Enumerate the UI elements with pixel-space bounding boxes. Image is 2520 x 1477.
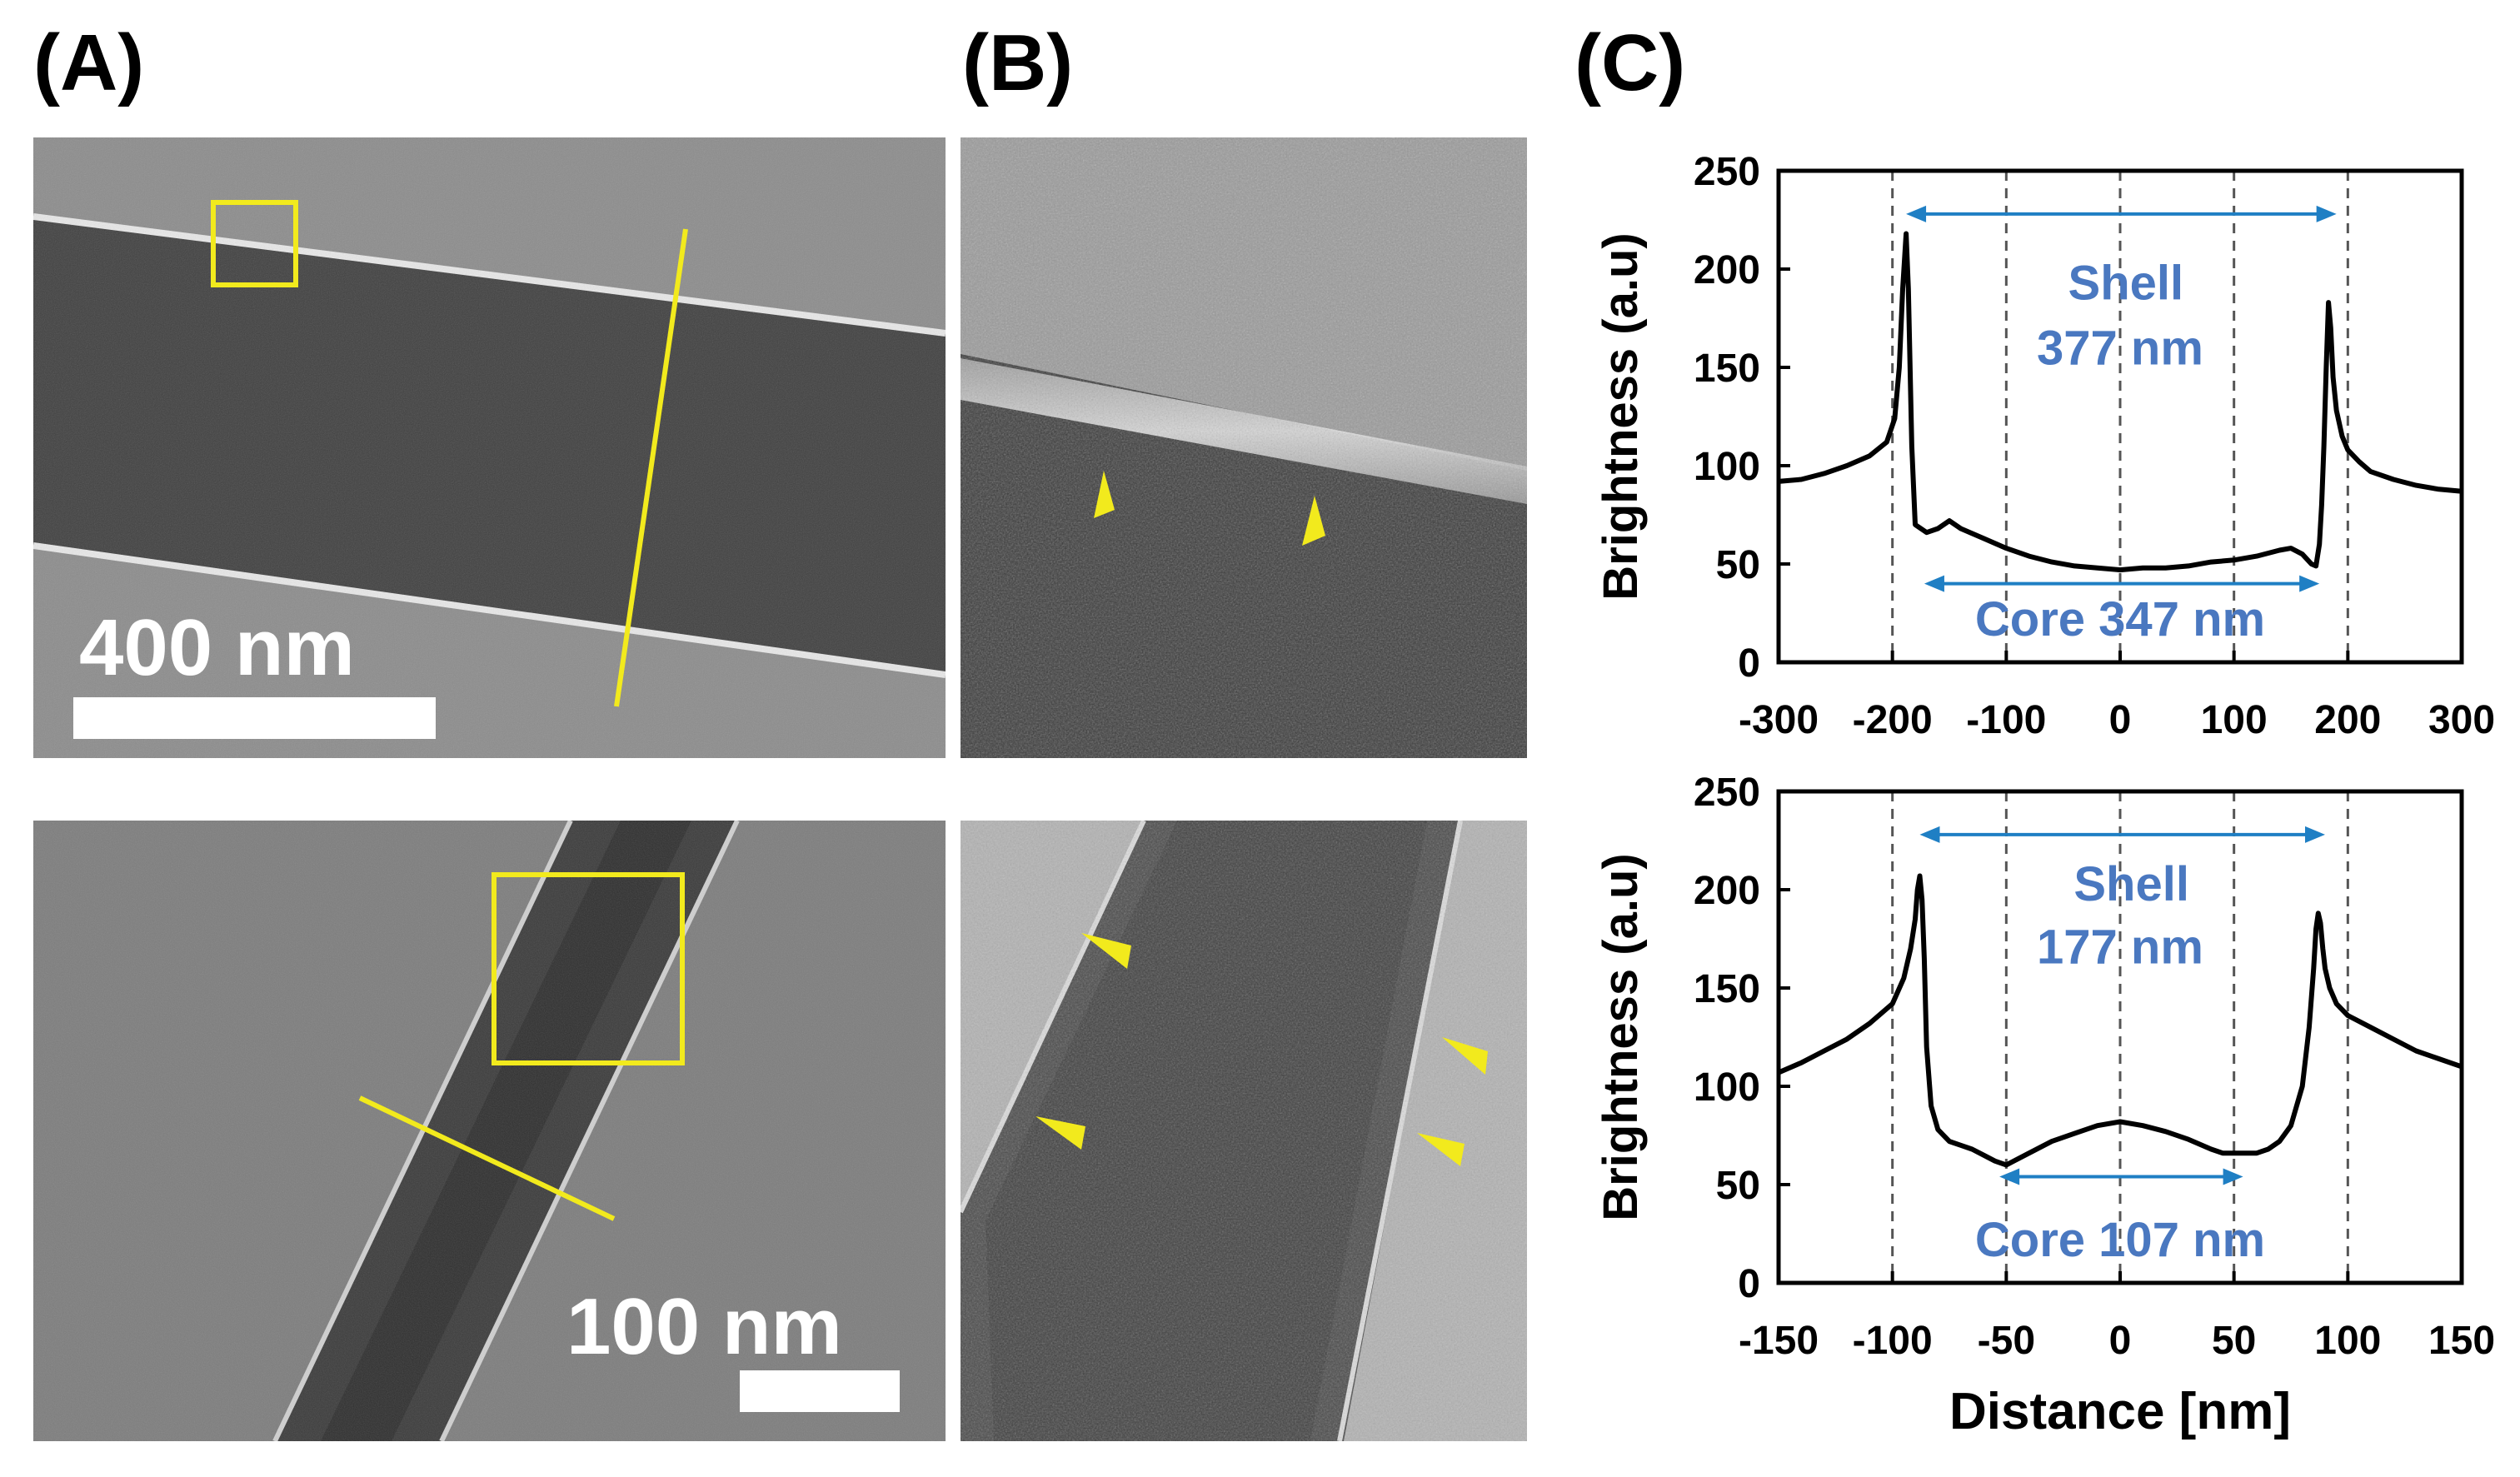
y-tick-label: 0 — [1738, 641, 1760, 686]
brightness-profile-bottom: 0 50 100 150 200 250 -150 -100 -50 0 50 100 150 Brigh… — [1594, 771, 2495, 1440]
y-tick-label: 150 — [1694, 967, 1760, 1011]
scale-bar-label: 400 nm — [79, 603, 355, 692]
arrowhead — [1924, 575, 1944, 592]
panel-label-c: (C) — [1574, 18, 1686, 107]
y-axis-label: Brightness (a.u) — [1594, 232, 1648, 601]
scale-bar — [740, 1370, 900, 1412]
roi-box — [492, 872, 685, 1065]
arrowhead — [2305, 826, 2325, 843]
x-tick-label: -100 — [1853, 1319, 1933, 1363]
x-tick-label: 50 — [2212, 1319, 2256, 1363]
x-tick-label: -200 — [1853, 698, 1933, 742]
tem-image-a-bottom: 100 nm — [33, 821, 946, 1441]
tem-zoom-b-top — [961, 137, 1527, 758]
x-tick-label: -300 — [1739, 698, 1819, 742]
x-tick-label: 150 — [2428, 1319, 2495, 1363]
brightness-series-line — [1778, 231, 2463, 573]
annotation-label: 377 nm — [2037, 321, 2203, 375]
brightness-series-line — [1777, 873, 2463, 1168]
annotation-label: Core 347 nm — [1975, 592, 2265, 646]
y-tick-label: 250 — [1694, 771, 1760, 815]
arrowhead — [2299, 575, 2320, 592]
arrowhead-marker — [1442, 1037, 1488, 1075]
x-tick-label: 200 — [2314, 698, 2381, 742]
tem-zoom-b-bottom — [961, 821, 1527, 1441]
x-tick-label: 100 — [2201, 698, 2268, 742]
arrowhead — [1906, 205, 1927, 222]
x-tick-label: -100 — [1966, 698, 2046, 742]
x-tick-label: 300 — [2428, 698, 2495, 742]
arrowhead-marker — [1302, 496, 1325, 546]
arrowhead-marker — [1094, 471, 1115, 518]
y-tick-label: 100 — [1694, 445, 1760, 489]
scale-bar-label: 100 nm — [566, 1282, 842, 1371]
y-tick-label: 50 — [1716, 1164, 1760, 1208]
x-tick-label: 0 — [2109, 1319, 2132, 1363]
tem-image-a-top: 400 nm — [33, 137, 946, 758]
arrowhead — [1919, 826, 1940, 843]
y-tick-label: 150 — [1694, 347, 1760, 391]
arrowhead-marker — [1035, 1116, 1085, 1150]
annotation-label: Shell — [2073, 857, 2189, 911]
x-axis-label: Distance [nm] — [1949, 1383, 2291, 1440]
x-tick-label: -150 — [1739, 1319, 1819, 1363]
y-tick-label: 0 — [1738, 1262, 1760, 1306]
panel-label-a: (A) — [33, 18, 145, 107]
arrowhead-marker — [1081, 933, 1131, 969]
scale-bar — [73, 697, 436, 739]
x-tick-label: 0 — [2109, 698, 2132, 742]
arrowhead-marker — [1417, 1133, 1465, 1166]
arrowhead — [2223, 1168, 2243, 1185]
panel-label-b: (B) — [962, 18, 1074, 107]
arrowhead — [1999, 1168, 2020, 1185]
roi-box — [211, 200, 298, 287]
y-axis-label: Brightness (a.u) — [1594, 853, 1648, 1221]
y-tick-label: 250 — [1694, 150, 1760, 194]
annotation-label: Shell — [2068, 257, 2184, 311]
x-tick-label: -50 — [1978, 1319, 2035, 1363]
x-tick-label: 100 — [2314, 1319, 2381, 1363]
arrowhead — [2316, 205, 2337, 222]
y-tick-label: 200 — [1694, 869, 1760, 913]
y-tick-label: 200 — [1694, 248, 1760, 292]
annotation-label: Core 107 nm — [1975, 1213, 2265, 1267]
y-tick-label: 50 — [1716, 543, 1760, 587]
y-tick-label: 100 — [1694, 1065, 1760, 1110]
brightness-profile-top: 0 50 100 150 200 250 -300 -200 -100 0 100 200 300 Bri… — [1594, 150, 2495, 742]
annotation-label: 177 nm — [2037, 920, 2203, 974]
